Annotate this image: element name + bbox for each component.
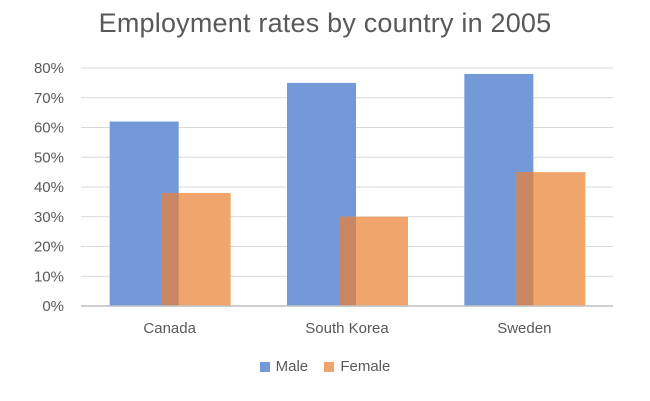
- y-tick-label: 60%: [34, 120, 64, 137]
- legend: Male Female: [0, 358, 650, 376]
- legend-swatch-male: [259, 361, 270, 372]
- legend-item-female: Female: [324, 358, 390, 375]
- y-tick-label: 30%: [34, 209, 64, 226]
- y-tick-label: 50%: [34, 149, 64, 166]
- legend-label-female: Female: [340, 358, 391, 375]
- x-tick-label: Canada: [143, 320, 196, 337]
- y-tick-label: 10%: [34, 268, 64, 285]
- x-tick-label: South Korea: [305, 320, 389, 337]
- x-tick-label: Sweden: [497, 320, 551, 337]
- legend-item-male: Male: [259, 358, 309, 375]
- y-tick-label: 0%: [42, 298, 64, 315]
- y-tick-label: 40%: [34, 179, 64, 196]
- bar-overlap: [339, 216, 356, 306]
- y-tick-label: 20%: [34, 239, 64, 256]
- y-tick-label: 70%: [34, 90, 64, 107]
- bar-overlap: [161, 192, 179, 306]
- y-tick-label: 80%: [34, 60, 64, 77]
- bar-overlap: [516, 172, 534, 306]
- legend-swatch-female: [324, 361, 335, 372]
- legend-label-male: Male: [275, 358, 309, 375]
- chart-title: Employment rates by country in 2005: [98, 8, 552, 38]
